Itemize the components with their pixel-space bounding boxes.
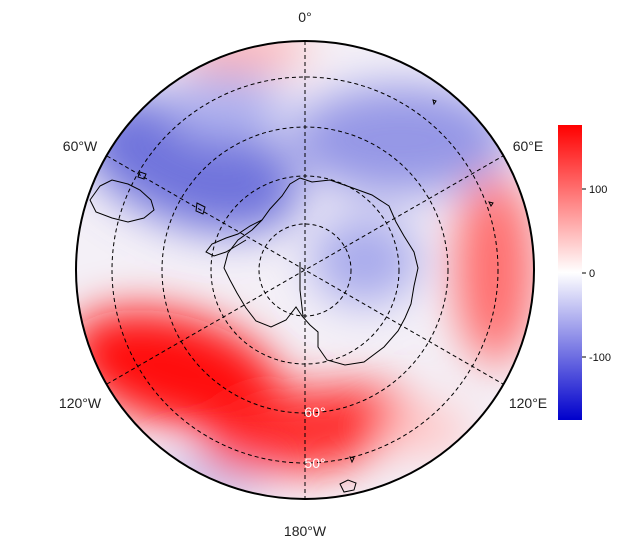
ross-ice-shelf <box>299 262 304 317</box>
antarctic-peninsula <box>205 219 263 257</box>
colorbar-tick-0: 0 <box>589 268 595 280</box>
bouvet-island <box>432 99 437 106</box>
lon-label-lower-left: 120°W <box>59 395 102 411</box>
colorbar-tick-100: 100 <box>589 184 607 196</box>
lat-label-60: 60° <box>304 404 325 420</box>
lat-label-50: 50° <box>304 455 325 471</box>
lon-label-lower-right: 120°E <box>509 395 547 411</box>
new-zealand-island <box>339 479 357 493</box>
kerguelen-island <box>488 201 494 207</box>
lon-label-bottom: 180°W <box>284 523 327 539</box>
south-america-coastline <box>89 179 155 223</box>
lon-label-upper-right: 60°E <box>513 138 544 154</box>
colorbar-tick-minus-100: -100 <box>589 352 611 364</box>
lon-label-top: 0° <box>298 9 311 25</box>
lon-label-upper-left: 60°W <box>63 138 98 154</box>
antarctica-coastline <box>223 177 419 366</box>
macquarie-island <box>349 456 355 464</box>
longitude-meridians <box>106 41 504 499</box>
colorbar: 100 0 -100 <box>558 125 611 420</box>
colorbar-gradient <box>558 125 582 420</box>
falkland-islands <box>137 171 147 180</box>
south-georgia-island <box>195 202 206 215</box>
anomaly-field <box>76 41 534 499</box>
map-frame <box>75 40 535 500</box>
